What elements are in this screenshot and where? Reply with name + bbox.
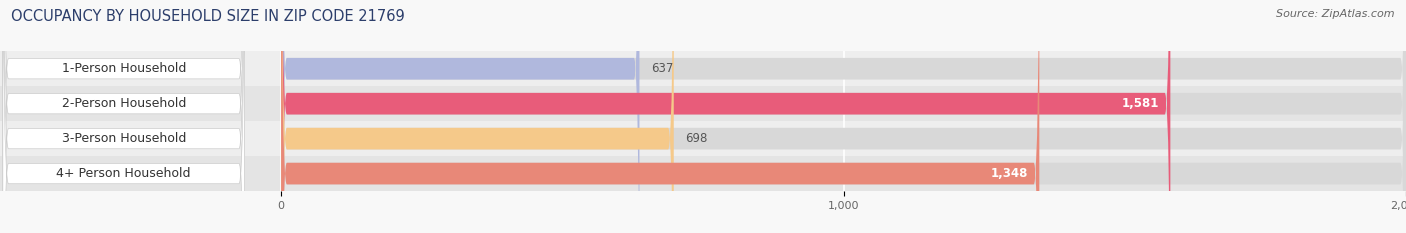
FancyBboxPatch shape bbox=[281, 0, 1039, 233]
FancyBboxPatch shape bbox=[281, 0, 1406, 233]
Text: 1,348: 1,348 bbox=[991, 167, 1028, 180]
Text: 698: 698 bbox=[685, 132, 707, 145]
FancyBboxPatch shape bbox=[3, 0, 245, 233]
FancyBboxPatch shape bbox=[281, 0, 673, 233]
FancyBboxPatch shape bbox=[0, 156, 1406, 191]
FancyBboxPatch shape bbox=[281, 0, 1406, 233]
FancyBboxPatch shape bbox=[281, 0, 1170, 233]
Text: Source: ZipAtlas.com: Source: ZipAtlas.com bbox=[1277, 9, 1395, 19]
Text: 3-Person Household: 3-Person Household bbox=[62, 132, 186, 145]
FancyBboxPatch shape bbox=[0, 51, 1406, 86]
Text: 637: 637 bbox=[651, 62, 673, 75]
FancyBboxPatch shape bbox=[281, 0, 1406, 233]
FancyBboxPatch shape bbox=[3, 0, 245, 233]
FancyBboxPatch shape bbox=[0, 86, 1406, 121]
FancyBboxPatch shape bbox=[281, 0, 1406, 233]
Text: 1,581: 1,581 bbox=[1122, 97, 1159, 110]
FancyBboxPatch shape bbox=[3, 0, 245, 233]
Text: OCCUPANCY BY HOUSEHOLD SIZE IN ZIP CODE 21769: OCCUPANCY BY HOUSEHOLD SIZE IN ZIP CODE … bbox=[11, 9, 405, 24]
Text: 2-Person Household: 2-Person Household bbox=[62, 97, 186, 110]
FancyBboxPatch shape bbox=[281, 0, 640, 233]
FancyBboxPatch shape bbox=[3, 0, 245, 233]
Text: 4+ Person Household: 4+ Person Household bbox=[56, 167, 191, 180]
Text: 1-Person Household: 1-Person Household bbox=[62, 62, 186, 75]
FancyBboxPatch shape bbox=[0, 121, 1406, 156]
